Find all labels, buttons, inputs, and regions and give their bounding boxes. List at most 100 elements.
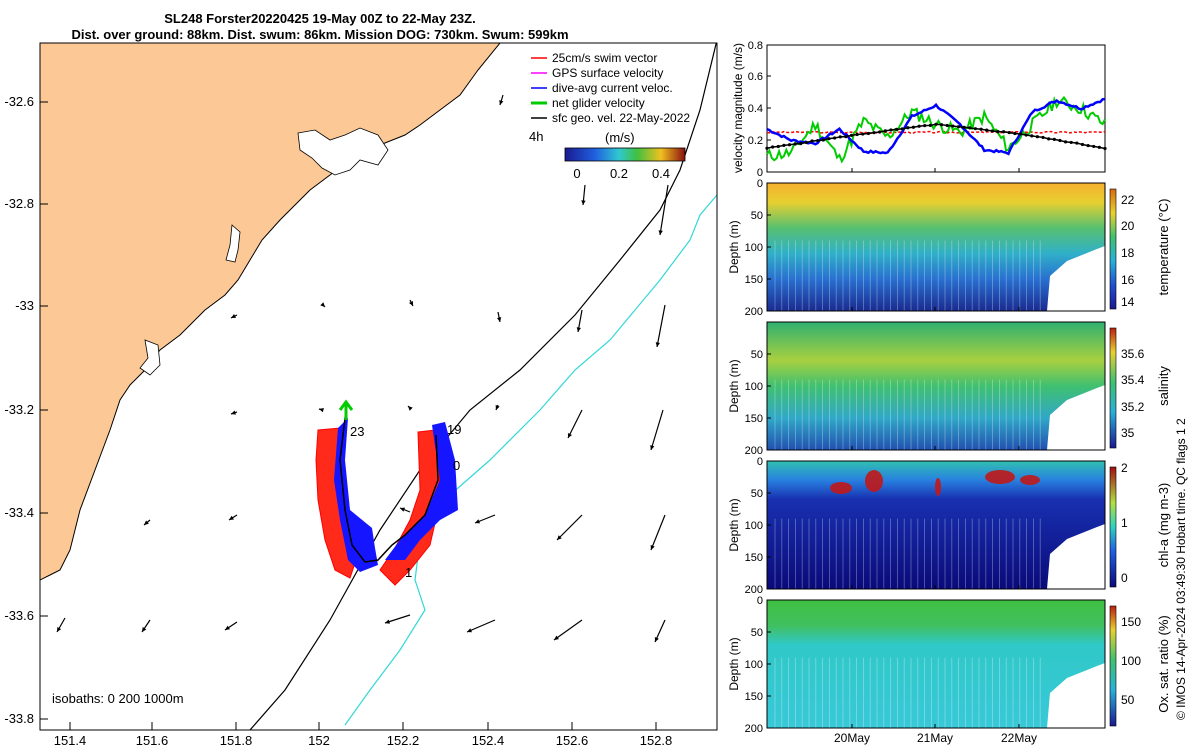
current-envelope-right (385, 422, 458, 560)
geostrophic-velocity-marker (804, 140, 809, 145)
depth-tick-label: 50 (751, 349, 763, 361)
time-tick-label: 22May (1001, 731, 1037, 745)
geostrophic-velocity-marker (838, 135, 842, 139)
geostrophic-velocity-marker (1007, 130, 1011, 135)
colorbar-tick-label: 12 (1121, 0, 1135, 3)
depth-tick-label: 100 (745, 381, 763, 393)
geostrophic-velocity-marker (878, 130, 882, 134)
geostrophic-arrow-head (475, 519, 480, 524)
depth-tick-label: 50 (751, 210, 763, 222)
geostrophic-velocity-arrow (556, 514, 583, 541)
map-y-tick-label: -33.8 (4, 711, 34, 726)
geostrophic-velocity-marker (793, 142, 797, 146)
colorbar-tick-label: 50 (1121, 693, 1135, 707)
geostrophic-velocity-marker (906, 126, 910, 130)
geostrophic-velocity-arrow (656, 304, 666, 348)
depth-tick-label: 200 (745, 306, 763, 318)
geostrophic-velocity-marker (855, 132, 859, 137)
geostrophic-velocity-marker (821, 138, 825, 142)
geostrophic-arrow-head (385, 619, 390, 624)
geostrophic-velocity-marker (928, 123, 932, 128)
oxygen-colorbar-label: Ox. sat. ratio (%) (1156, 615, 1171, 713)
colorbar-tick-label: 2 (1121, 461, 1128, 475)
geostrophic-velocity-marker (833, 136, 837, 140)
geostrophic-arrow-head (467, 628, 472, 633)
geostrophic-velocity-marker (1092, 144, 1096, 149)
geostrophic-arrow-head (142, 627, 147, 632)
geostrophic-arrow-head (409, 301, 413, 306)
colorbar-tick-label: 0 (1121, 571, 1128, 585)
geostrophic-velocity-marker (771, 145, 775, 149)
map-x-tick-label: 151.8 (220, 733, 253, 748)
geostrophic-velocity-marker (799, 141, 803, 146)
temperature-colorbar-label: temperature (°C) (1156, 199, 1171, 296)
isobath-200-line (344, 194, 717, 726)
geostrophic-velocity-marker (894, 127, 899, 131)
temperature-section-field (767, 183, 1105, 311)
map-y-tick-label: -33.6 (4, 608, 34, 623)
geostrophic-arrow-head (400, 507, 405, 512)
geostrophic-velocity-marker (782, 143, 786, 147)
geostrophic-arrow-head (408, 406, 413, 411)
geostrophic-velocity-marker (951, 124, 955, 128)
land-lake-2 (225, 224, 241, 263)
geostrophic-arrow-head (144, 520, 149, 525)
geostrophic-velocity-marker (883, 129, 887, 133)
colorbar-tick-label: 35 (1121, 426, 1135, 440)
geostrophic-velocity-marker (787, 143, 792, 147)
geostrophic-velocity-marker (1052, 137, 1056, 141)
day-label-0: 0 (453, 458, 460, 473)
day-label-19: 19 (447, 422, 461, 437)
velocity-panel (766, 44, 1106, 173)
legend-entry-label: sfc geo. vel. 22-May-2022 (552, 111, 690, 125)
current-envelope-left (334, 418, 378, 572)
colorbar-tick-label: 18 (1121, 246, 1135, 260)
temperature-section-panel: 0 50 100 150 200 Depth (m) 22 20 18 16 14 12 tempera… (727, 0, 1171, 318)
depth-tick-label: 100 (745, 659, 763, 671)
isobaths-label: isobaths: 0 200 1000m (52, 691, 184, 706)
depth-tick-label: 100 (745, 242, 763, 254)
depth-tick-label: 50 (751, 627, 763, 639)
geostrophic-velocity-marker (1075, 141, 1079, 145)
geostrophic-velocity-arrow (553, 619, 583, 641)
geostrophic-velocity-marker (945, 123, 949, 128)
no-data-region (1047, 524, 1105, 589)
depth-tick-label: 150 (745, 274, 763, 286)
depth-tick-label: 200 (745, 723, 763, 735)
geostrophic-velocity-arrow (567, 409, 583, 439)
map-x-tick-label: 151.4 (54, 733, 87, 748)
geostrophic-arrow-head (320, 302, 325, 307)
geostrophic-arrow-head (654, 637, 659, 642)
geostrophic-arrow-head (554, 635, 559, 640)
colorbar-tick-label: 35.6 (1121, 347, 1145, 361)
velocity-y-tick-label: 0.4 (748, 103, 763, 115)
salinity-section-panel: 50 100 150 200 Depth (m) 35.6 35.4 35.2 35 salini… (727, 321, 1171, 457)
colorbar-tick-label: 100 (1121, 654, 1141, 668)
geostrophic-velocity-marker (985, 128, 989, 132)
geostrophic-arrow-head (557, 535, 562, 540)
geostrophic-arrow-head (231, 314, 236, 318)
geostrophic-velocity-marker (1086, 143, 1090, 148)
chlorophyll-maximum-patch (830, 482, 852, 494)
map-plot: 151.4 151.6 151.8 152 152.2 152.4 152.6 152.8 -… (4, 42, 718, 748)
map-x-tick-label: 152.6 (556, 733, 589, 748)
geostrophic-velocity-marker (765, 146, 769, 150)
geostrophic-velocity-marker (973, 127, 978, 131)
map-x-tick-label: 152.4 (472, 733, 505, 748)
geostrophic-arrow-head (650, 545, 655, 550)
chart-title-line2: Dist. over ground: 88km. Dist. swum: 86k… (71, 27, 569, 42)
geostrophic-velocity-marker (1030, 134, 1034, 138)
geostrophic-arrow-head (225, 625, 230, 630)
colorbar-tick-label: 35.4 (1121, 373, 1145, 387)
colorbar-tick-label: 0.2 (610, 166, 628, 181)
chla-colorbar-label: chl-a (mg m-3) (1156, 483, 1171, 568)
geostrophic-velocity-arrow (466, 619, 496, 633)
colorbar-tick-label: 0.4 (652, 166, 670, 181)
geostrophic-velocity-marker (1024, 133, 1028, 137)
depth-axis-label: Depth (m) (727, 498, 741, 551)
depth-axis-label: Depth (m) (727, 220, 741, 273)
geostrophic-arrow-head (496, 317, 502, 322)
temperature-colorbar (1109, 188, 1117, 310)
legend-entry-label: net glider velocity (552, 96, 645, 110)
